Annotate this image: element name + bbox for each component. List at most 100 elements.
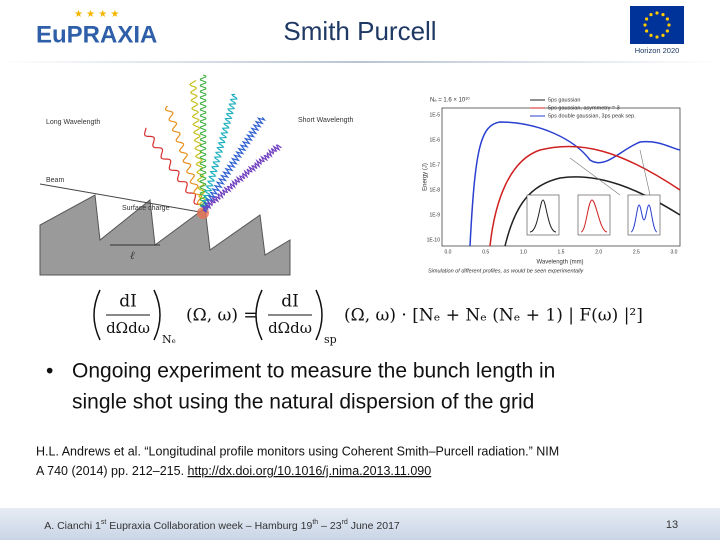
- logo: EuPRAXIA: [36, 21, 157, 48]
- footer-part: – 23: [318, 520, 342, 532]
- smith-purcell-diagram: Long Wavelength Short Wavelength Beam Su…: [39, 74, 353, 276]
- logo-stars: ★ ★ ★ ★: [74, 9, 119, 20]
- x-tick-label: 0.0: [445, 249, 452, 255]
- x-tick-label: 2.0: [595, 249, 602, 255]
- y-tick-label: 1E-7: [429, 162, 440, 168]
- eu-star: [645, 17, 649, 21]
- bullet-line: Ongoing experiment to measure the bunch …: [72, 360, 555, 383]
- pointer: [639, 149, 651, 196]
- eq-denominator: dΩdω: [268, 319, 312, 337]
- eq-numerator: dI: [281, 292, 299, 312]
- paren: [153, 289, 161, 341]
- bullet: • Ongoing experiment to measure the bunc…: [46, 360, 555, 414]
- header-rule: [0, 61, 720, 63]
- inset-pulse: [529, 199, 557, 233]
- eu-star: [655, 11, 659, 15]
- eq-middle: (Ω, ω) =: [186, 306, 258, 326]
- pointer: [569, 157, 621, 196]
- footer-superscript: rd: [342, 519, 348, 526]
- eu-star: [649, 33, 653, 37]
- inset: [577, 194, 611, 236]
- reference-line: H.L. Andrews et al. “Longitudinal profil…: [36, 444, 559, 458]
- eu-star: [645, 29, 649, 33]
- inset-pulse: [630, 204, 658, 233]
- reference-text: A 740 (2014) pp. 212–215.: [36, 464, 188, 478]
- diagram-label: Beam: [46, 177, 64, 184]
- inset-pulse: [580, 199, 608, 233]
- wave: [200, 93, 238, 211]
- eu-star: [661, 13, 665, 17]
- y-axis-label: Energy (J): [423, 163, 429, 191]
- legend: 5ps gaussian 5ps gaussian, asymmetry = 3 5…: [530, 97, 636, 119]
- diagram-label: Long Wavelength: [46, 119, 100, 126]
- plot-annotation: Nₑ = 1.6 × 10¹⁰: [430, 97, 470, 104]
- bullet-line: single shot using the natural dispersion…: [72, 391, 534, 414]
- curve: [469, 121, 681, 247]
- eq-rhs: (Ω, ω) · [Nₑ + Nₑ (Nₑ + 1) | F(ω) |²]: [344, 306, 643, 326]
- eq-numerator: dI: [119, 292, 137, 312]
- x-tick-label: 2.5: [633, 249, 640, 255]
- y-ticks: 1E-5 1E-6 1E-7 1E-8 1E-9 1E-10: [427, 112, 441, 243]
- footer-text: A. Cianchi 1st Eupraxia Collaboration we…: [44, 519, 400, 531]
- footer-part: Eupraxia Collaboration week – Hamburg 19: [106, 520, 312, 532]
- eu-star: [655, 35, 659, 39]
- page-number: 13: [666, 519, 678, 531]
- eu-label: Horizon 2020: [635, 46, 680, 55]
- footer-part: June 2017: [348, 520, 400, 532]
- y-tick-label: 1E-5: [429, 112, 440, 118]
- wave: [164, 105, 206, 211]
- slide-title: Smith Purcell: [283, 16, 436, 46]
- x-tick-label: 3.0: [671, 249, 678, 255]
- x-tick-label: 1.5: [558, 249, 565, 255]
- paren: [255, 289, 263, 341]
- y-tick-label: 1E-10: [427, 237, 441, 243]
- legend-entry: 5ps gaussian, asymmetry = 3: [548, 105, 620, 111]
- eu-star: [665, 17, 669, 21]
- y-tick-label: 1E-8: [429, 187, 440, 193]
- x-ticks: 0.0 0.5 1.0 1.5 2.0 2.5 3.0: [445, 249, 678, 255]
- x-tick-label: 0.5: [482, 249, 489, 255]
- wave: [200, 117, 267, 212]
- y-tick-label: 1E-9: [429, 212, 440, 218]
- waves: [143, 74, 282, 214]
- diagram-label: ℓ: [130, 249, 135, 262]
- legend-entry: 5ps gaussian: [548, 97, 580, 103]
- eu-star: [665, 29, 669, 33]
- eu-star: [643, 23, 647, 27]
- plot-caption: Simulation of different profiles, as wou…: [428, 268, 585, 274]
- paren: [93, 289, 101, 341]
- wave: [202, 144, 282, 214]
- y-tick-label: 1E-6: [429, 137, 440, 143]
- eu-star: [667, 23, 671, 27]
- footer-superscript: st: [101, 519, 107, 526]
- curve: [489, 145, 681, 247]
- eq-subscript: sp: [324, 333, 337, 346]
- paren: [315, 289, 323, 341]
- footer-part: A. Cianchi 1: [44, 520, 101, 532]
- diagram-label: Surface charge: [122, 205, 170, 212]
- eq-denominator: dΩdω: [106, 319, 150, 337]
- diagram-label: Short Wavelength: [298, 117, 353, 124]
- x-axis-label: Wavelength (mm): [536, 260, 583, 266]
- reference-line: A 740 (2014) pp. 212–215. http://dx.doi.…: [36, 464, 431, 478]
- wave: [143, 127, 205, 211]
- eu-star: [649, 13, 653, 17]
- reference: H.L. Andrews et al. “Longitudinal profil…: [36, 444, 559, 478]
- eu-star: [661, 33, 665, 37]
- footer-bar: [0, 508, 720, 540]
- reference-link[interactable]: http://dx.doi.org/10.1016/j.nima.2013.11…: [188, 464, 432, 478]
- beam-line: [39, 183, 201, 213]
- legend-entry: 5ps double gaussian, 3ps peak sep.: [548, 113, 636, 119]
- eu-stars: [643, 11, 671, 39]
- x-tick-label: 1.0: [520, 249, 527, 255]
- equation: dI dΩdω Nₑ (Ω, ω) = dI dΩdω sp (Ω, ω) · …: [93, 289, 643, 346]
- header: EuPRAXIA ★ ★ ★ ★ Smith Purcell Horizon 2…: [0, 6, 720, 63]
- inset: [526, 194, 560, 236]
- wave: [199, 74, 207, 211]
- footer-superscript: th: [312, 519, 318, 526]
- eq-subscript: Nₑ: [162, 333, 176, 346]
- bullet-marker: •: [46, 360, 53, 383]
